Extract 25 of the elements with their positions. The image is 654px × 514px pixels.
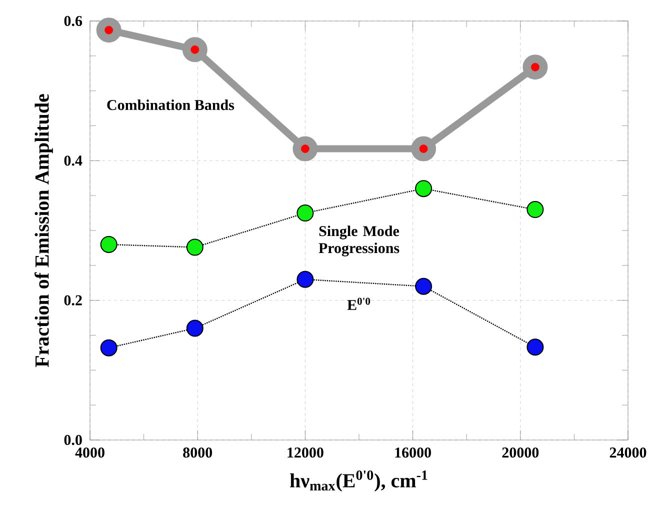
y-tick-label: 0.4 xyxy=(64,156,82,166)
point xyxy=(100,339,118,356)
point xyxy=(100,236,118,253)
point xyxy=(296,204,314,222)
x-tick-label: 8000 xyxy=(183,448,212,458)
point xyxy=(296,270,314,288)
x-tick-label: 4000 xyxy=(75,448,104,458)
x-tick-label: 24000 xyxy=(610,448,646,458)
point xyxy=(415,278,432,295)
point xyxy=(186,320,204,337)
x-tick-label: 20000 xyxy=(502,448,539,458)
point xyxy=(415,180,432,198)
y-axis-title: Fraction of Emission Amplitude xyxy=(34,94,53,368)
x-tick-label: 12000 xyxy=(288,448,324,458)
series-label: Combination Bands xyxy=(107,100,234,110)
y-tick-label: 0.6 xyxy=(64,16,82,26)
point xyxy=(526,201,544,218)
y-tick-label: 0.0 xyxy=(64,434,82,446)
x-axis-title: hν$_{max}$(E$^{0'0}$), cm$^{-1}$ xyxy=(290,470,428,492)
y-tick-label: 0.2 xyxy=(64,295,82,306)
x-tick-label: 16000 xyxy=(395,448,431,458)
point xyxy=(526,338,544,356)
series-label: Single Mode Progressions xyxy=(318,226,400,256)
point xyxy=(186,238,204,256)
series-label: E$^{0'0}$ xyxy=(347,298,370,310)
